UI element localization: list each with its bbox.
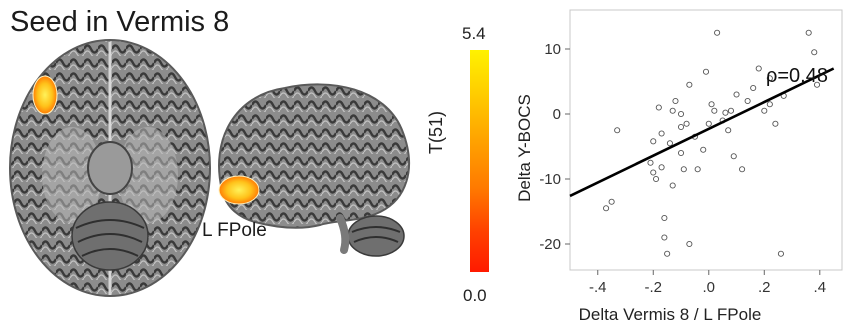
data-point [672, 97, 679, 105]
plot-area [569, 9, 843, 271]
data-point [647, 159, 654, 166]
y-axis-label: Delta Y-BOCS [515, 94, 534, 202]
data-point [677, 110, 685, 118]
data-point [761, 107, 768, 114]
data-point [755, 65, 762, 72]
data-point [766, 75, 773, 82]
data-point [658, 130, 665, 137]
data-point [669, 182, 676, 189]
x-tick-label: -.2 [645, 279, 663, 296]
data-point [777, 250, 784, 257]
colorbar-label: T(51) [426, 110, 446, 154]
x-tick-label: .0 [703, 279, 716, 296]
data-point [661, 234, 668, 241]
data-point [686, 81, 693, 88]
data-point [744, 97, 751, 105]
data-point [686, 240, 693, 248]
data-point [772, 120, 779, 127]
x-tick-label: .2 [758, 279, 771, 296]
sagittal-brain-slice [218, 83, 410, 257]
scatter-plot: -.4 -.2 .0 .2 .4 10 0 -10 -20 ρ=0.48 Delta Vermi… [515, 9, 843, 324]
data-point [811, 49, 818, 56]
data-point [805, 29, 812, 36]
axial-brain-slice [9, 39, 211, 297]
data-point [700, 146, 707, 153]
data-point [739, 166, 746, 173]
data-point [677, 123, 685, 131]
data-point [813, 81, 821, 88]
y-tick-label: 0 [553, 106, 561, 123]
data-point [730, 153, 737, 160]
colorbar [470, 50, 489, 272]
data-point [652, 175, 660, 183]
data-point [750, 84, 757, 92]
data-point [722, 109, 729, 116]
data-point [714, 29, 721, 36]
data-point [661, 214, 668, 222]
y-tick-label: -20 [539, 236, 561, 253]
x-tick-label: -.4 [589, 279, 607, 296]
data-point [608, 198, 615, 205]
data-point [655, 104, 662, 111]
data-point [669, 107, 676, 114]
data-points [603, 29, 821, 257]
data-point [677, 149, 685, 157]
regression-line [569, 67, 835, 198]
data-point [650, 169, 657, 176]
data-point [702, 68, 710, 75]
x-axis-label: Delta Vermis 8 / L FPole [579, 305, 762, 324]
plot-border [569, 9, 843, 271]
data-point [650, 138, 657, 145]
data-point [680, 166, 687, 173]
axis-ticks: -.4 -.2 .0 .2 .4 10 0 -10 -20 [539, 41, 826, 296]
data-point [708, 101, 715, 108]
y-tick-label: 10 [544, 41, 561, 58]
data-point [705, 120, 712, 127]
data-point [666, 140, 673, 147]
y-tick-label: -10 [539, 171, 561, 188]
data-point [664, 250, 671, 257]
x-tick-label: .4 [814, 279, 827, 296]
data-point [694, 166, 701, 173]
region-label: L FPole [202, 220, 267, 241]
data-point [603, 205, 610, 212]
data-point [683, 120, 690, 127]
activation-blob-axial [32, 75, 58, 115]
colorbar-min-label: 0.0 [463, 286, 487, 305]
data-point [766, 101, 773, 108]
data-point [711, 107, 718, 114]
brain-images [9, 39, 410, 297]
data-point [614, 127, 621, 134]
data-point [658, 164, 665, 171]
correlation-annotation: ρ=0.48 [766, 65, 828, 87]
data-point [725, 127, 732, 134]
data-point [733, 91, 740, 98]
activation-blob-sagittal [218, 175, 260, 205]
data-point [727, 107, 735, 114]
colorbar-max-label: 5.4 [462, 24, 486, 43]
figure-title: Seed in Vermis 8 [10, 6, 230, 38]
